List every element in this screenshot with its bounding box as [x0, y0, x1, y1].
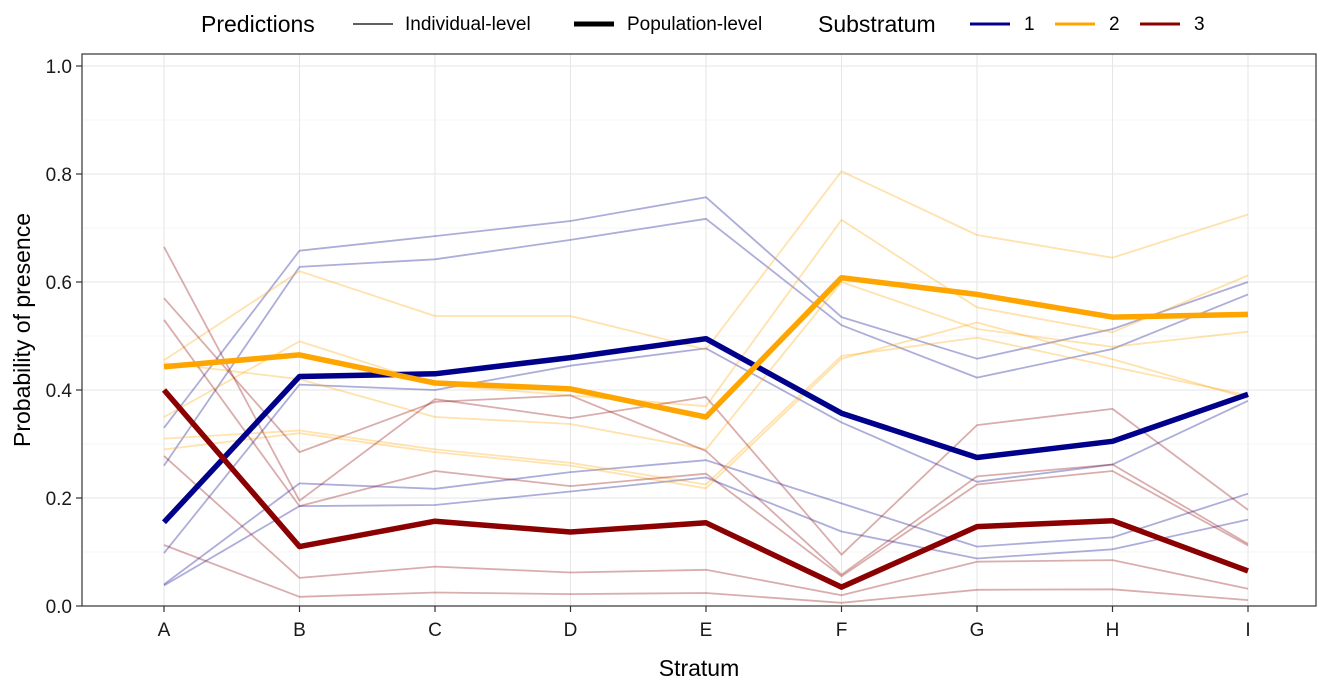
x-tick-label: H [1106, 620, 1120, 641]
y-tick-label: 0.8 [46, 165, 72, 186]
legend-label-substratum-2: 2 [1109, 14, 1120, 35]
legend-label-substratum-1: 1 [1024, 14, 1035, 35]
x-tick-label: B [293, 620, 306, 641]
x-tick-label: E [700, 620, 713, 641]
y-tick-label: 0.2 [46, 489, 72, 510]
legend-label-individual-level: Individual-level [405, 14, 531, 35]
x-tick-label: D [564, 620, 578, 641]
y-tick-label: 0.4 [46, 381, 73, 402]
x-tick-label: I [1245, 620, 1250, 641]
x-tick-label: A [158, 620, 171, 641]
legend: Predictions Individual-level Population-… [201, 11, 1205, 37]
legend-label-population-level: Population-level [627, 14, 762, 35]
legend-label-substratum-3: 3 [1194, 14, 1205, 35]
y-tick-label: 0.6 [46, 273, 72, 294]
legend-title-predictions: Predictions [201, 11, 315, 37]
x-tick-label: F [836, 620, 848, 641]
y-tick-label: 1.0 [46, 57, 72, 78]
x-axis-title: Stratum [659, 655, 740, 681]
x-tick-label: G [970, 620, 985, 641]
y-tick-label: 0.0 [46, 597, 72, 618]
x-tick-label: C [428, 620, 442, 641]
legend-title-substratum: Substratum [818, 11, 936, 37]
y-axis-title: Probability of presence [9, 213, 35, 447]
